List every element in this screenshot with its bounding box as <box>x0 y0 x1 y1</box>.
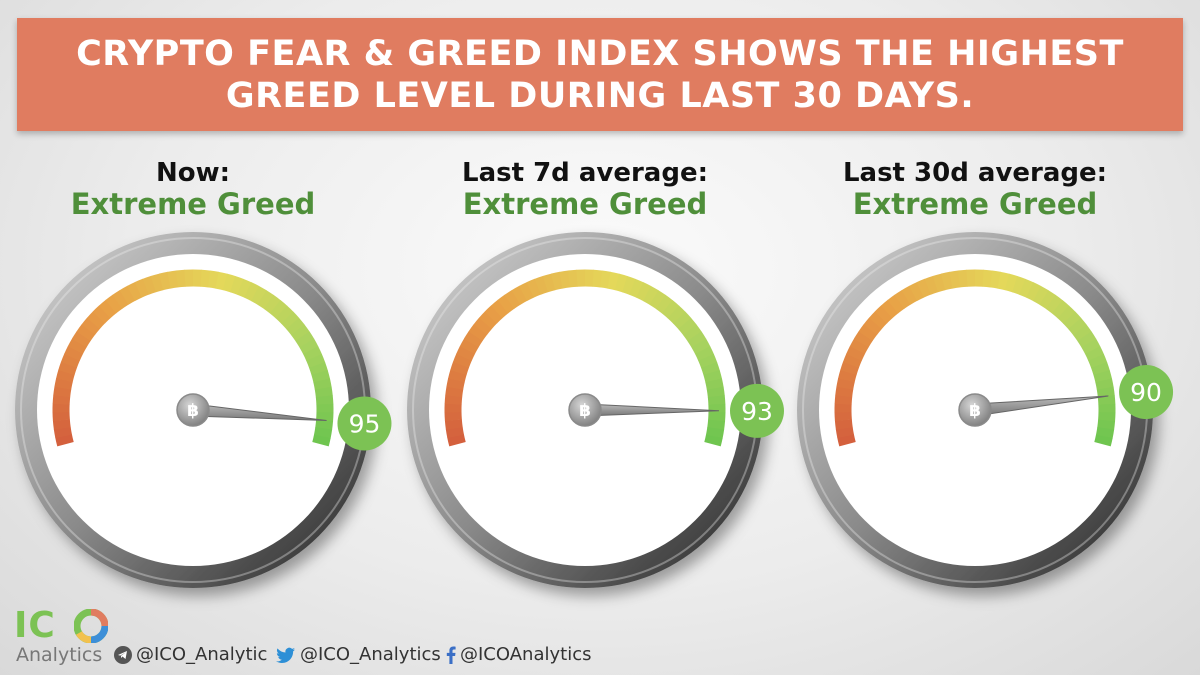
bitcoin-symbol: ฿ <box>579 401 591 421</box>
gauge-status: Extreme Greed <box>462 187 708 221</box>
gauge-status: Extreme Greed <box>852 187 1098 221</box>
gauge-now: Now: Extreme Greed <box>13 158 373 220</box>
gauge-label: Last 7d average: <box>462 158 708 188</box>
gauge-dial: ฿ 93 <box>407 232 784 588</box>
logo-analytics-text: Analytics <box>16 644 103 666</box>
twitter-handle-text: @ICO_Analytics <box>300 644 441 665</box>
gauge-scale-arc <box>834 269 1116 447</box>
telegram-handle-text: @ICO_Analytic <box>136 644 268 665</box>
facebook-icon <box>446 646 456 664</box>
gauge-30d: Last 30d average: Extreme Greed <box>795 158 1155 220</box>
logo-pie-icon <box>74 609 108 643</box>
headline-line-1: CRYPTO FEAR & GREED INDEX SHOWS THE HIGH… <box>76 33 1124 74</box>
gauge-value-badge <box>1119 365 1174 420</box>
facebook-handle-text: @ICOAnalytics <box>460 644 592 665</box>
facebook-handle[interactable]: @ICOAnalytics <box>446 644 591 666</box>
bitcoin-icon <box>958 393 992 427</box>
gauge-dial: ฿ 95 <box>15 232 392 588</box>
gauge-label: Now: <box>155 158 231 188</box>
gauge-7d: Last 7d average: Extreme Greed <box>405 158 765 220</box>
bitcoin-icon <box>568 393 602 427</box>
gauge-scale-arc <box>52 269 334 447</box>
gauge-dial: ฿ 90 <box>797 232 1174 588</box>
telegram-handle[interactable]: @ICO_Analytic <box>114 644 267 666</box>
telegram-icon <box>114 646 132 664</box>
gauge-value-label: 95 <box>349 409 381 438</box>
bitcoin-icon <box>176 393 210 427</box>
gauge-value-badge <box>337 396 392 451</box>
gauge-scale-arc <box>444 269 726 447</box>
gauge-status: Extreme Greed <box>70 187 316 221</box>
twitter-handle[interactable]: @ICO_Analytics <box>276 644 441 666</box>
gauge-value-label: 93 <box>741 397 773 426</box>
logo-ico-text: IC <box>14 605 56 646</box>
bitcoin-symbol: ฿ <box>187 401 199 421</box>
gauge-label: Last 30d average: <box>842 158 1108 188</box>
headline-line-2: GREED LEVEL DURING LAST 30 DAYS. <box>225 75 975 116</box>
headline-banner: CRYPTO FEAR & GREED INDEX SHOWS THE HIGH… <box>17 18 1183 131</box>
bitcoin-symbol: ฿ <box>969 401 981 421</box>
footer: IC Analytics @ICO_Analytic @ICO_Analytic… <box>14 605 714 667</box>
gauge-value-badge <box>729 383 784 438</box>
gauge-value-label: 90 <box>1130 378 1162 407</box>
twitter-icon <box>276 647 295 663</box>
